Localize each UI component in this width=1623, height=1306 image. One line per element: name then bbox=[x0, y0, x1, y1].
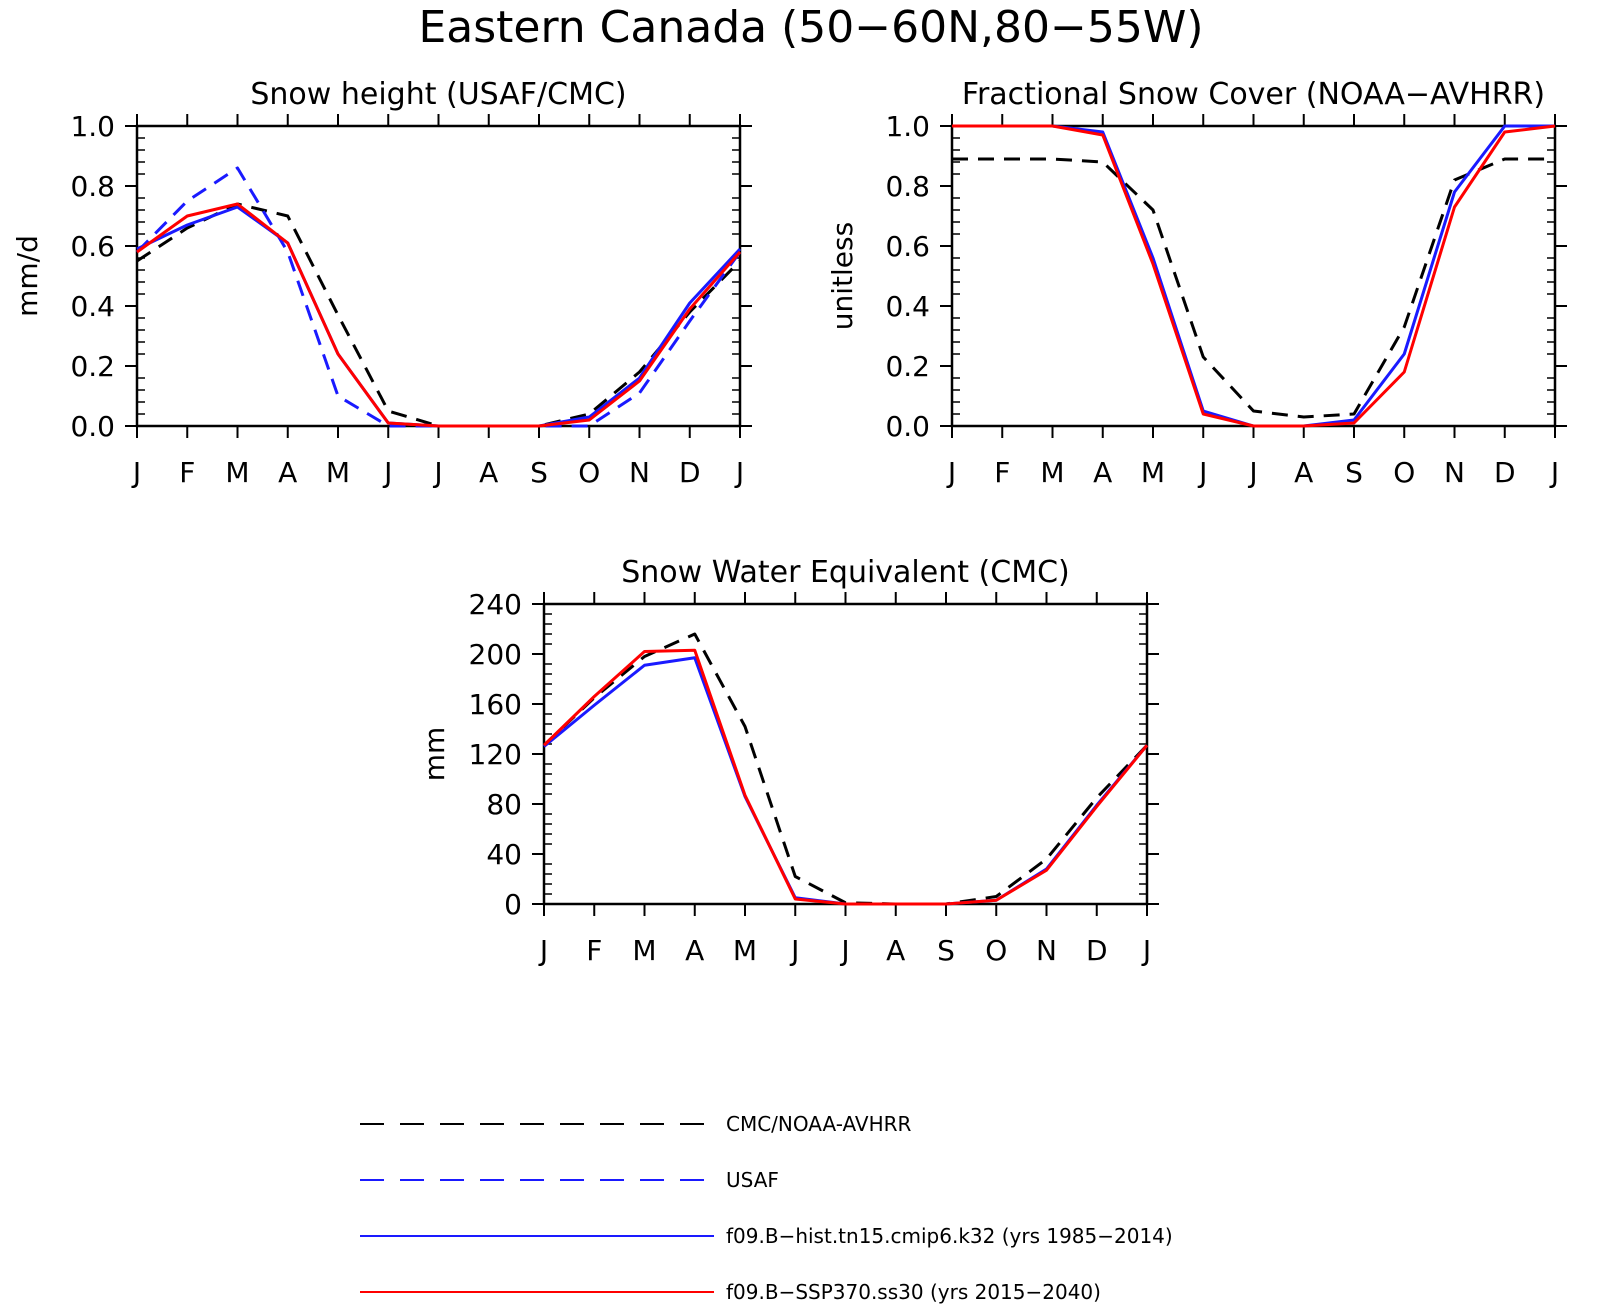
snow-cover-ytick-label: 0.0 bbox=[885, 410, 930, 443]
snow-height-series-f09-b-ssp370-ss30-yrs-2015-2040 bbox=[136, 202, 742, 428]
swe-ytick-label: 240 bbox=[469, 588, 522, 621]
swe-ylabel: mm bbox=[418, 727, 451, 782]
swe-xtick-label: M bbox=[733, 934, 757, 967]
legend-label-usaf: USAF bbox=[726, 1168, 779, 1192]
swe-xtick-label: A bbox=[886, 934, 905, 967]
snow-cover-xtick-label: N bbox=[1444, 456, 1465, 489]
snow-cover-frame bbox=[950, 124, 1557, 428]
snow-height-xtick-label: M bbox=[225, 456, 249, 489]
snow-cover-xtick-label: J bbox=[1549, 456, 1559, 489]
snow-height-ytick-label: 1.0 bbox=[70, 110, 115, 143]
snow-height-xtick-label: A bbox=[278, 456, 297, 489]
snow-height-ytick-label: 0.2 bbox=[70, 350, 115, 383]
swe-xtick-label: M bbox=[632, 934, 656, 967]
snow-cover-xtick-label: A bbox=[1294, 456, 1313, 489]
snow-cover-ytick-label: 0.4 bbox=[885, 290, 930, 323]
snow-height-xtick-label: D bbox=[679, 456, 701, 489]
snow-cover-xtick-label: O bbox=[1393, 456, 1415, 489]
legend: CMC/NOAA-AVHRR USAF f09.B−hist.tn15.cmip6.… bbox=[360, 1112, 1173, 1304]
snow-cover-xtick-label: F bbox=[994, 456, 1010, 489]
snow-cover-xtick-label: S bbox=[1345, 456, 1363, 489]
swe-xtick-label: A bbox=[685, 934, 704, 967]
figure-title: Eastern Canada (50−60N,80−55W) bbox=[418, 2, 1203, 53]
snow-height-ytick-label: 0.8 bbox=[70, 170, 115, 203]
snow-height-xtick-label: M bbox=[326, 456, 350, 489]
swe-xtick-label: O bbox=[985, 934, 1007, 967]
snow-height-ytick-label: 0.4 bbox=[70, 290, 115, 323]
snow-cover-ytick-label: 0.6 bbox=[885, 230, 930, 263]
snow-cover-xtick-label: J bbox=[1197, 456, 1207, 489]
snow-cover-xtick-label: J bbox=[946, 456, 956, 489]
snow-cover-title: Fractional Snow Cover (NOAA−AVHRR) bbox=[962, 77, 1545, 112]
snow-cover-series-f09-b-hist-tn15-cmip6-k32-yrs-1985-2014 bbox=[952, 124, 1555, 428]
snow-cover-xtick-label: M bbox=[1141, 456, 1165, 489]
snow-cover-ytick-label: 1.0 bbox=[885, 110, 930, 143]
swe-ytick-label: 160 bbox=[469, 688, 522, 721]
snow-height-xtick-label: A bbox=[479, 456, 498, 489]
swe-xtick-label: D bbox=[1086, 934, 1108, 967]
snow-cover-ylabel: unitless bbox=[826, 222, 859, 330]
snow-height-xtick-label: F bbox=[179, 456, 195, 489]
snow-cover-series-f09-b-ssp370-ss30-yrs-2015-2040 bbox=[952, 124, 1556, 428]
swe-xtick-label: J bbox=[789, 934, 799, 967]
snow-height-series-f09-b-hist-tn15-cmip6-k32-yrs-1985-2014 bbox=[136, 205, 742, 428]
snow-cover-xtick-label: D bbox=[1494, 456, 1516, 489]
swe-title: Snow Water Equivalent (CMC) bbox=[621, 555, 1069, 590]
snow-cover-panel: Fractional Snow Cover (NOAA−AVHRR) unitle… bbox=[826, 77, 1567, 489]
swe-xtick-label: J bbox=[538, 934, 548, 967]
snow-cover-ytick-label: 0.2 bbox=[885, 350, 930, 383]
swe-ytick-label: 80 bbox=[486, 788, 522, 821]
swe-series-f09-b-hist-tn15-cmip6-k32-yrs-1985-2014 bbox=[543, 656, 1149, 906]
snow-height-xtick-label: J bbox=[382, 456, 392, 489]
snow-height-xtick-label: N bbox=[629, 456, 650, 489]
swe-ytick-label: 40 bbox=[486, 838, 522, 871]
snow-height-series-cmc-noaa-avhrr bbox=[136, 202, 742, 428]
snow-height-xtick-label: O bbox=[578, 456, 600, 489]
snow-cover-xtick-label: A bbox=[1093, 456, 1112, 489]
legend-label-f09-b-ssp370-ss30-yrs-2015-2040: f09.B−SSP370.ss30 (yrs 2015−2040) bbox=[726, 1280, 1101, 1304]
snow-height-xtick-label: S bbox=[530, 456, 548, 489]
snow-cover-xtick-label: J bbox=[1247, 456, 1257, 489]
legend-label-cmc-noaa-avhrr: CMC/NOAA-AVHRR bbox=[726, 1112, 912, 1136]
snow-cover-ytick-label: 0.8 bbox=[885, 170, 930, 203]
snow-height-xtick-label: J bbox=[131, 456, 141, 489]
swe-panel: Snow Water Equivalent (CMC)mmJ F M A M J J A S O N… bbox=[418, 555, 1159, 967]
swe-xtick-label: S bbox=[937, 934, 955, 967]
snow-cover-xtick-label: M bbox=[1040, 456, 1064, 489]
swe-xtick-label: F bbox=[586, 934, 602, 967]
swe-ytick-label: 200 bbox=[469, 638, 522, 671]
snow-height-xtick-label: J bbox=[734, 456, 744, 489]
snow-height-ylabel: mm/d bbox=[11, 235, 44, 317]
swe-series-f09-b-ssp370-ss30-yrs-2015-2040 bbox=[542, 648, 1149, 906]
snow-height-xtick-label: J bbox=[432, 456, 442, 489]
snow-height-title: Snow height (USAF/CMC) bbox=[250, 77, 626, 112]
swe-xtick-label: J bbox=[1141, 934, 1151, 967]
legend-label-f09-b-hist-tn15-cmip6-k32-yrs-1985-2014: f09.B−hist.tn15.cmip6.k32 (yrs 1985−2014… bbox=[726, 1224, 1173, 1248]
swe-ytick-label: 120 bbox=[469, 738, 522, 771]
snow-height-panel: Snow height (USAF/CMC)mm/dJ F M A M J J A S O N D J0… bbox=[11, 77, 752, 489]
snow-height-series-usaf bbox=[135, 166, 742, 428]
swe-xtick-label: J bbox=[839, 934, 849, 967]
snow-height-ytick-label: 0.6 bbox=[70, 230, 115, 263]
swe-xtick-label: N bbox=[1036, 934, 1057, 967]
swe-ytick-label: 0 bbox=[504, 888, 522, 921]
snow-height-ytick-label: 0.0 bbox=[70, 410, 115, 443]
snow-cover-series-cmc-noaa-avhrr bbox=[952, 157, 1555, 419]
